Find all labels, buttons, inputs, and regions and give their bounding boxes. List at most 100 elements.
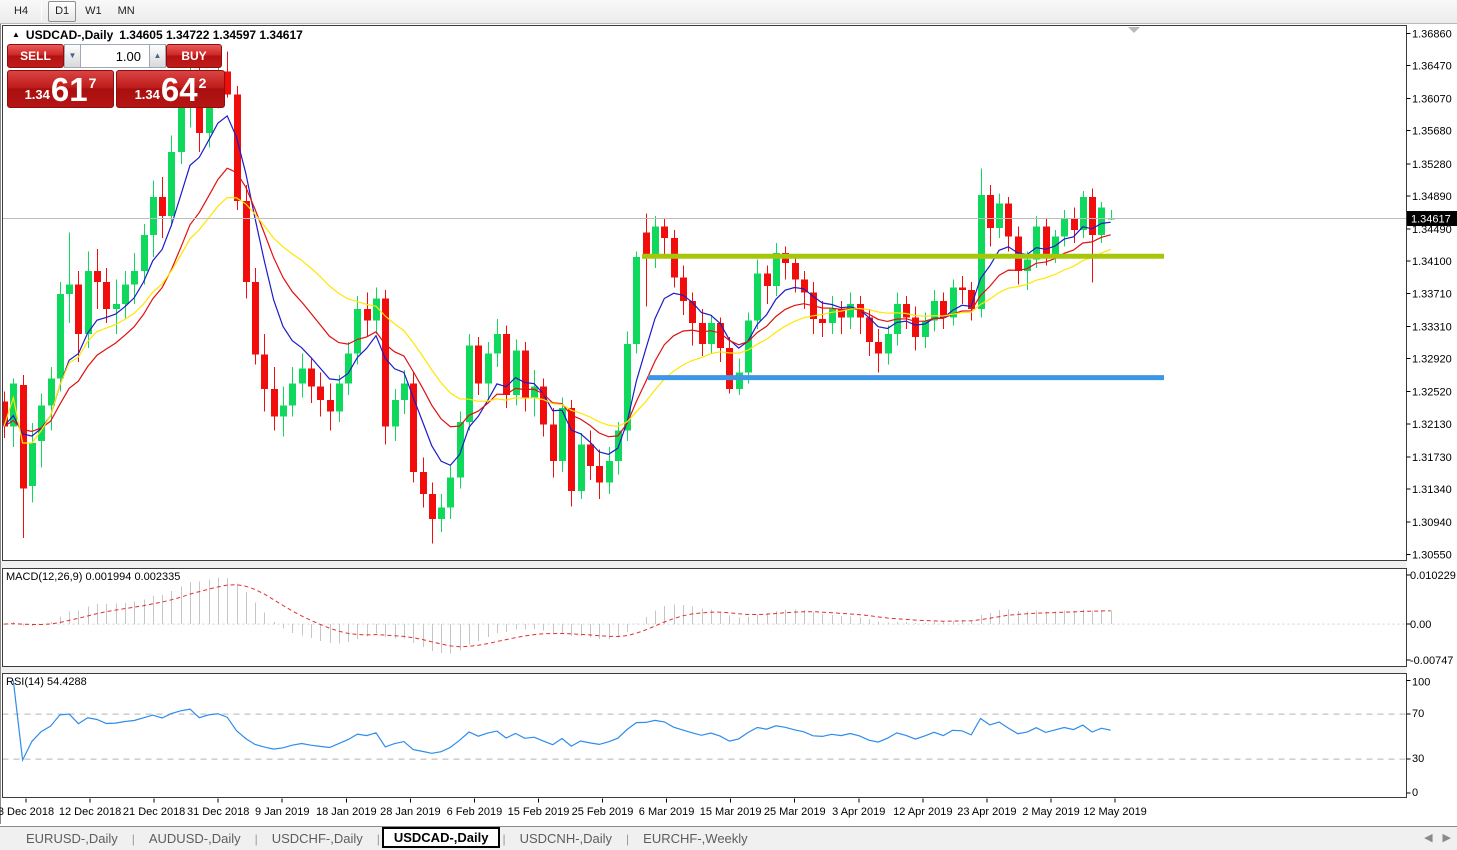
macd-indicator-label: MACD(12,26,9) 0.001994 0.002335 — [6, 571, 180, 583]
sell-price-big: 61 — [50, 71, 88, 108]
tab-scroll-right-icon[interactable]: ▶ — [1442, 832, 1451, 844]
price-axis[interactable]: 1.36860 1.36470 1.36070 1.35680 1.35280 1.348… — [1406, 28, 1457, 561]
chart-title: ▲ USDCAD-,Daily 1.34605 1.34722 1.34597 … — [12, 28, 303, 42]
time-axis-label: 3 Dec 2018 — [0, 806, 54, 818]
bid-price-axis-text: 1.34617 — [1411, 214, 1451, 226]
price-axis-label: 1.36070 — [1412, 94, 1452, 106]
buy-button[interactable]: BUY — [166, 44, 222, 68]
macd-axis-label: 0.00 — [1410, 619, 1431, 631]
macd-pane — [2, 568, 1407, 667]
symbol-title: USDCAD-,Daily — [25, 28, 114, 42]
tab-separator: | — [626, 831, 630, 846]
tab-audusd-daily[interactable]: AUDUSD-,Daily — [148, 831, 241, 846]
volume-input[interactable] — [81, 44, 149, 68]
price-pane-content — [3, 51, 1406, 544]
timeframe-button-mn[interactable]: MN — [117, 5, 135, 17]
pane-separator[interactable] — [0, 667, 1407, 673]
rsi-name: RSI(14) — [6, 676, 44, 688]
macd-axis: 0.010229 0.00 -0.00747 — [1406, 570, 1456, 667]
timeframe-button-h4[interactable]: H4 — [14, 5, 29, 17]
time-axis-label: 21 Dec 2018 — [123, 806, 185, 818]
price-axis-label: 1.36860 — [1412, 28, 1452, 40]
ma-mid-line — [3, 167, 1111, 438]
price-axis-label: 1.32520 — [1412, 387, 1452, 399]
sell-price-prefix: 1.34 — [24, 87, 50, 102]
volume-decrease-button[interactable]: ▼ — [64, 44, 81, 68]
timeframe-button-d1[interactable]: D1 — [48, 1, 77, 22]
chevron-up-icon: ▲ — [153, 51, 162, 60]
rsi-axis: 100 70 30 0 — [1406, 677, 1430, 799]
time-axis[interactable]: 3 Dec 2018 12 Dec 2018 21 Dec 2018 31 Dec 2… — [0, 798, 1147, 819]
toolbar-separator — [41, 2, 43, 21]
tab-scroll-left-icon[interactable]: ◀ — [1424, 832, 1433, 844]
chart-tab-bar: EURUSD-,Daily | AUDUSD-,Daily | USDCHF-,Dail… — [0, 826, 1457, 850]
buy-price-big: 64 — [160, 71, 198, 108]
rsi-pane — [2, 673, 1407, 798]
time-axis-label: 2 May 2019 — [1022, 806, 1079, 818]
macd-axis-label: 0.010229 — [1410, 570, 1456, 582]
price-axis-label: 1.33310 — [1412, 321, 1452, 333]
bid-price-axis-label — [1407, 211, 1457, 227]
rsi-pane-content — [3, 680, 1406, 763]
price-axis-label: 1.30940 — [1412, 517, 1452, 529]
tab-usdcnh-daily[interactable]: USDCNH-,Daily — [519, 831, 613, 846]
time-axis-label: 3 Apr 2019 — [832, 806, 885, 818]
price-axis-label: 1.32130 — [1412, 419, 1452, 431]
time-axis-label: 15 Mar 2019 — [700, 806, 762, 818]
rsi-axis-label: 70 — [1412, 708, 1424, 720]
buy-price-box[interactable]: 1.34 64 2 — [116, 70, 225, 108]
rsi-axis-label: 100 — [1412, 677, 1430, 689]
timeframe-toolbar: H4 D1 W1 MN — [0, 0, 1457, 24]
time-axis-label: 12 Dec 2018 — [59, 806, 121, 818]
time-axis-label: 25 Feb 2019 — [572, 806, 634, 818]
tab-separator: | — [254, 831, 258, 846]
tab-usdchf-daily[interactable]: USDCHF-,Daily — [271, 831, 363, 846]
pane-separator[interactable] — [0, 561, 1407, 568]
collapse-panel-icon[interactable]: ▲ — [12, 30, 20, 39]
time-axis-label: 12 May 2019 — [1083, 806, 1147, 818]
candlestick-series — [3, 51, 1115, 544]
sell-price-pip: 7 — [88, 75, 97, 91]
volume-increase-button[interactable]: ▲ — [149, 44, 166, 68]
chart-window: 1.36860 1.36470 1.36070 1.35680 1.35280 1.348… — [0, 24, 1457, 826]
time-axis-label: 18 Jan 2019 — [316, 806, 377, 818]
tab-separator: | — [376, 831, 380, 846]
time-axis-label: 23 Apr 2019 — [957, 806, 1016, 818]
ma-slow-line — [3, 196, 1111, 444]
tab-eurchf-weekly[interactable]: EURCHF-,Weekly — [643, 831, 748, 846]
price-axis-label: 1.36470 — [1412, 61, 1452, 73]
ma-fast-line — [3, 114, 1111, 467]
macd-name: MACD(12,26,9) — [6, 571, 83, 583]
price-axis-label: 1.32920 — [1412, 354, 1452, 366]
one-click-trading-panel: SELL ▼ ▲ BUY 1.34 61 7 1.34 64 2 — [7, 44, 225, 108]
sell-button[interactable]: SELL — [7, 44, 64, 68]
macd-signal-value: 0.002335 — [134, 571, 181, 583]
buy-price-pip: 2 — [198, 75, 207, 91]
sell-price-box[interactable]: 1.34 61 7 — [7, 70, 114, 108]
time-axis-label: 15 Feb 2019 — [508, 806, 570, 818]
chart-canvas[interactable]: 1.36860 1.36470 1.36070 1.35680 1.35280 1.348… — [0, 24, 1457, 826]
tab-eurusd-daily[interactable]: EURUSD-,Daily — [26, 831, 118, 846]
price-axis-label: 1.35280 — [1412, 159, 1452, 171]
ohlc-readout: 1.34605 1.34722 1.34597 1.34617 — [119, 28, 303, 42]
price-axis-label: 1.33710 — [1412, 288, 1452, 300]
price-axis-label: 1.34490 — [1412, 224, 1452, 236]
tab-usdcad-daily[interactable]: USDCAD-,Daily — [381, 827, 501, 848]
time-axis-label: 6 Mar 2019 — [639, 806, 695, 818]
buy-price-prefix: 1.34 — [134, 87, 160, 102]
chart-shift-marker-icon[interactable] — [1128, 27, 1140, 33]
time-axis-label: 12 Apr 2019 — [893, 806, 952, 818]
price-axis-label: 1.31730 — [1412, 452, 1452, 464]
timeframe-button-w1[interactable]: W1 — [85, 5, 102, 17]
rsi-indicator-label: RSI(14) 54.4288 — [6, 676, 87, 688]
price-axis-label: 1.31340 — [1412, 484, 1452, 496]
price-axis-label: 1.35680 — [1412, 126, 1452, 138]
price-axis-label: 1.34890 — [1412, 191, 1452, 203]
time-axis-label: 25 Mar 2019 — [764, 806, 826, 818]
time-axis-label: 28 Jan 2019 — [380, 806, 441, 818]
price-axis-label: 1.30550 — [1412, 549, 1452, 561]
time-axis-label: 31 Dec 2018 — [187, 806, 249, 818]
rsi-line — [12, 680, 1111, 763]
macd-axis-label: -0.00747 — [1410, 655, 1453, 667]
time-axis-label: 9 Jan 2019 — [255, 806, 309, 818]
